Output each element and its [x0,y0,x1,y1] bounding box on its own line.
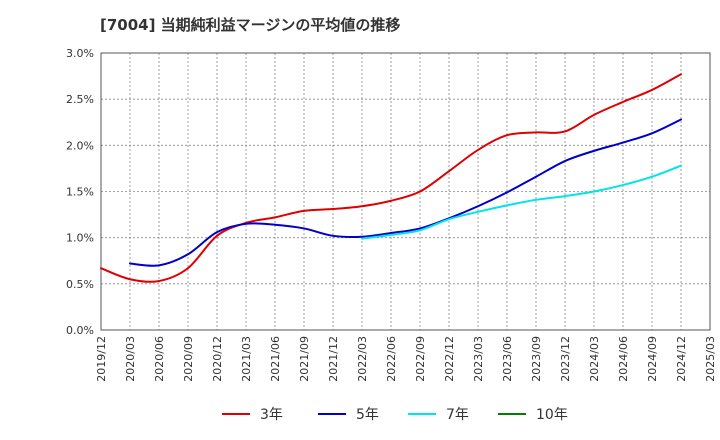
x-tick-label: 2023/03 [472,336,485,382]
legend-label-2: 5年 [356,407,379,423]
x-tick-label: 2025/03 [704,336,717,382]
x-tick-label: 2020/09 [182,336,195,382]
x-tick-label: 2022/12 [443,336,456,382]
y-tick-label: 0.0% [66,324,94,337]
legend-label-3: 7年 [446,407,469,423]
y-tick-label: 3.0% [66,47,94,60]
x-tick-label: 2023/06 [501,336,514,382]
x-tick-label: 2022/03 [356,336,369,382]
x-tick-label: 2024/12 [675,336,688,382]
x-tick-label: 2023/12 [559,336,572,382]
series-line-3 [361,164,682,240]
x-tick-label: 2023/09 [530,336,543,382]
x-tick-label: 2021/09 [298,336,311,382]
chart-title: [7004] 当期純利益マージンの平均値の推移 [100,16,401,34]
legend-label-4: 10年 [536,407,568,423]
y-tick-label: 1.0% [66,232,94,245]
x-tick-label: 2024/03 [588,336,601,382]
x-tick-label: 2020/03 [124,336,137,382]
x-tick-label: 2021/03 [240,336,253,382]
legend-label-1: 3年 [260,407,283,423]
x-tick-label: 2024/06 [617,336,630,382]
x-tick-label: 2024/09 [646,336,659,382]
x-tick-label: 2020/12 [211,336,224,382]
x-tick-label: 2021/12 [327,336,340,382]
y-tick-label: 2.5% [66,93,94,106]
x-tick-label: 2020/06 [153,336,166,382]
y-tick-label: 0.5% [66,278,94,291]
x-tick-label: 2022/09 [414,336,427,382]
series-line-1 [100,73,682,283]
y-tick-label: 1.5% [66,186,94,199]
y-tick-label: 2.0% [66,139,94,152]
plot-frame [100,52,711,331]
x-tick-label: 2021/06 [269,336,282,382]
x-tick-label: 2019/12 [95,336,108,382]
x-tick-label: 2022/06 [385,336,398,382]
series-line-2 [129,118,682,267]
